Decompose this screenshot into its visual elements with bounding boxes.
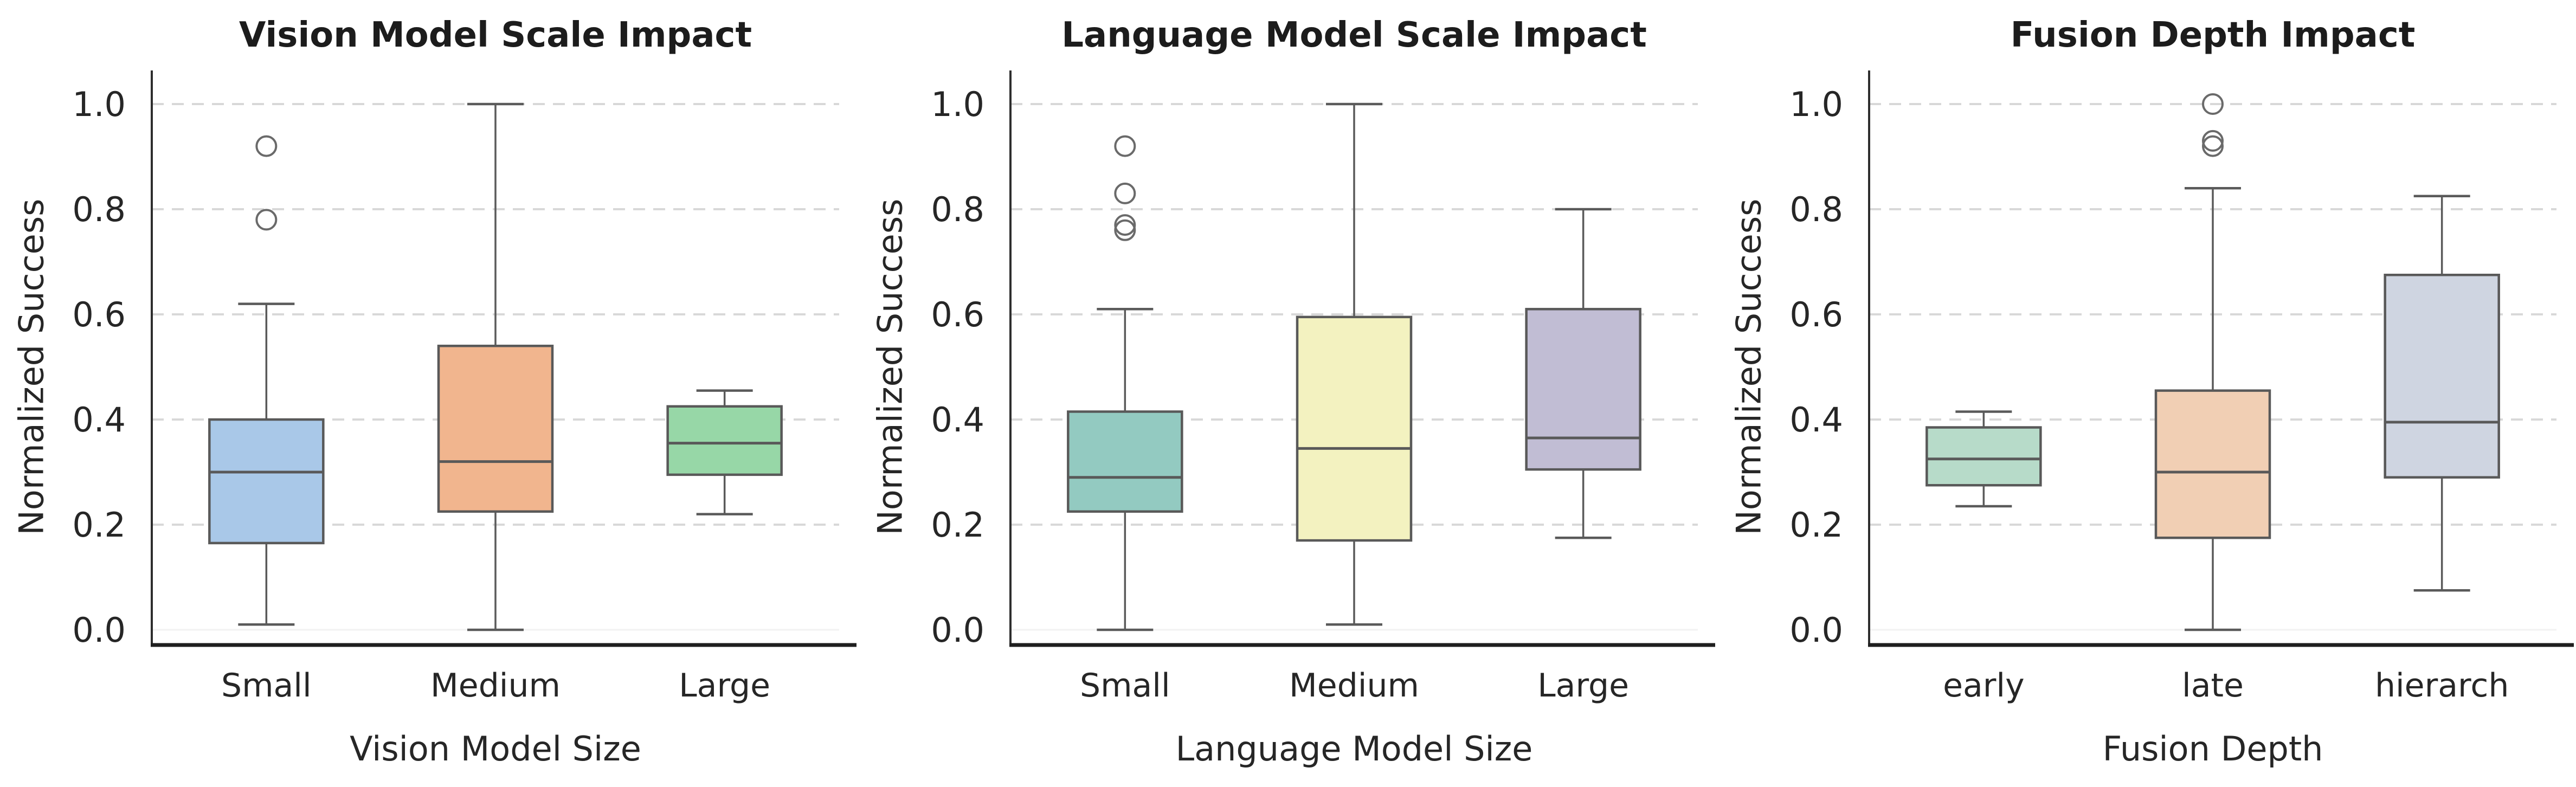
x-tick-label: Small [221, 667, 312, 705]
boxplot-svg: early late hierarch 0.0 0.2 0.4 0.6 0.8 1.0 [1789, 70, 2574, 705]
box [1925, 426, 2042, 487]
x-tick-label: Medium [430, 667, 561, 705]
box [2384, 274, 2500, 479]
y-tick-label: 0.4 [72, 400, 126, 440]
panel-title: Fusion Depth Impact [2010, 15, 2416, 55]
box [208, 418, 325, 545]
y-tick-label: 0.6 [1789, 295, 1843, 334]
outlier-point [1114, 219, 1136, 241]
outlier-point [1114, 214, 1136, 236]
box [1296, 315, 1413, 542]
y-tick-label: 1.0 [1789, 85, 1843, 124]
x-tick-label: early [1943, 667, 2025, 705]
x-tick-label: Small [1080, 667, 1170, 705]
y-tick-label: 0.2 [1789, 505, 1843, 545]
outlier-point [1114, 182, 1136, 204]
x-tick-label: Large [679, 667, 770, 705]
outlier-point [2202, 93, 2224, 115]
box [1067, 410, 1183, 513]
outlier-point [2202, 130, 2224, 152]
boxplot-panel-language: Language Model Scale Impact Normalized S… [859, 0, 1717, 787]
x-tick-label: Medium [1289, 667, 1419, 705]
panel-title: Language Model Scale Impact [1061, 15, 1647, 55]
x-tick-label: hierarch [2375, 667, 2509, 705]
boxplot-svg: Small Medium Large 0.0 0.2 0.4 0.6 0.8 1.0 [72, 70, 856, 705]
x-tick-label: late [2182, 667, 2244, 705]
y-tick-label: 0.8 [931, 190, 984, 229]
box [437, 344, 554, 513]
y-tick-label: 0.0 [1789, 610, 1843, 650]
box [2154, 389, 2271, 539]
y-tick-label: 0.4 [931, 400, 984, 440]
box [666, 405, 783, 476]
panel-title: Vision Model Scale Impact [239, 15, 752, 55]
x-axis-label: Language Model Size [1175, 729, 1533, 769]
x-axis-label: Fusion Depth [2102, 729, 2323, 769]
y-tick-label: 0.2 [72, 505, 126, 545]
y-tick-label: 0.8 [1789, 190, 1843, 229]
outlier-point [1114, 135, 1136, 157]
y-tick-label: 0.8 [72, 190, 126, 229]
y-tick-label: 0.6 [931, 295, 984, 334]
y-tick-label: 0.0 [72, 610, 126, 650]
box [1525, 308, 1641, 471]
y-tick-label: 0.4 [1789, 400, 1843, 440]
y-tick-label: 0.0 [931, 610, 984, 650]
x-tick-label: Large [1537, 667, 1629, 705]
outlier-point [255, 209, 278, 231]
y-tick-label: 1.0 [931, 85, 984, 124]
boxplot-panel-vision: Vision Model Scale Impact Normalized Suc… [0, 0, 859, 787]
outlier-point [2202, 135, 2224, 157]
y-tick-label: 0.6 [72, 295, 126, 334]
boxplot-panel-fusion: Fusion Depth Impact Normalized Success e… [1717, 0, 2576, 787]
y-tick-label: 0.2 [931, 505, 984, 545]
y-tick-label: 1.0 [72, 85, 126, 124]
outlier-point [255, 135, 278, 157]
boxplot-svg: Small Medium Large 0.0 0.2 0.4 0.6 0.8 1.0 [931, 70, 1715, 705]
x-axis-label: Vision Model Size [350, 729, 641, 769]
